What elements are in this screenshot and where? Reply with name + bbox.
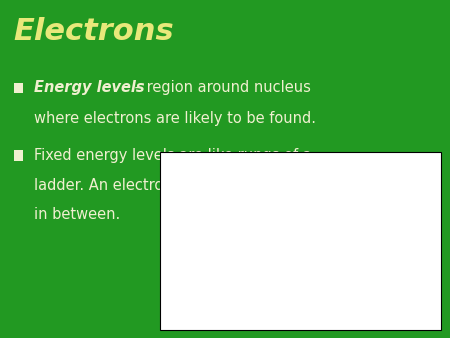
Text: n = 3: n = 3 — [399, 227, 427, 237]
Text: n = 2: n = 2 — [399, 266, 427, 276]
Text: Electrons: Electrons — [14, 17, 174, 46]
Text: where electrons are likely to be found.: where electrons are likely to be found. — [34, 111, 316, 126]
Text: n = 4: n = 4 — [399, 208, 427, 217]
Text: ladder. An electron must be on a rung not: ladder. An electron must be on a rung no… — [34, 178, 341, 193]
Text: – region around nucleus: – region around nucleus — [130, 80, 311, 95]
Text: n = 6: n = 6 — [399, 172, 427, 182]
Text: n = 1: n = 1 — [399, 310, 427, 320]
Text: in between.: in between. — [34, 207, 120, 222]
Text: Fixed energy levels are like rungs of a: Fixed energy levels are like rungs of a — [34, 148, 311, 163]
Text: n = 5: n = 5 — [399, 190, 427, 200]
Text: energy: energy — [198, 236, 232, 246]
Text: increasing: increasing — [189, 255, 240, 265]
Bar — [14, 83, 23, 93]
Text: Energy levels: Energy levels — [34, 80, 144, 95]
Bar — [14, 150, 23, 161]
